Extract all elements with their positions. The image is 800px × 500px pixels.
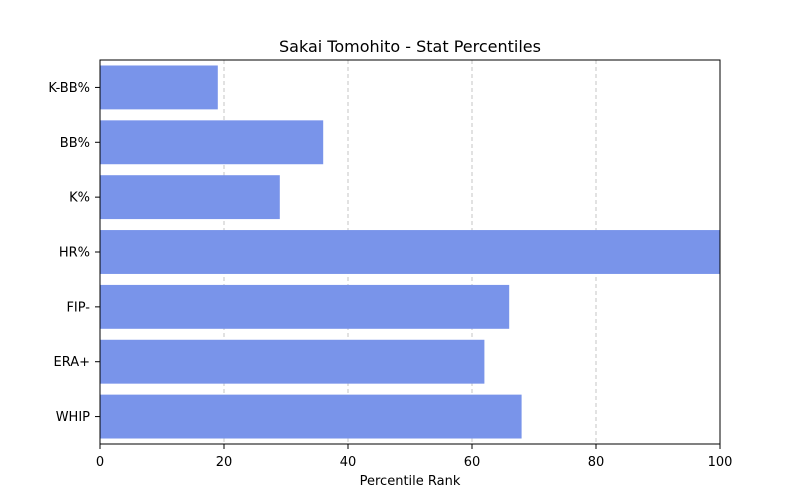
bar-k — [100, 175, 280, 220]
x-tick-label: 0 — [96, 455, 104, 470]
x-tick-label: 60 — [464, 455, 481, 470]
x-axis-ticks: 0 20 40 60 80 100 — [96, 444, 733, 470]
y-tick-label: WHIP — [56, 410, 90, 425]
y-tick-label: BB% — [60, 136, 90, 151]
bars — [100, 65, 720, 439]
bar-era — [100, 339, 485, 384]
x-axis-label: Percentile Rank — [360, 474, 461, 489]
x-tick-label: 80 — [588, 455, 605, 470]
y-tick-label: K% — [69, 191, 90, 206]
bar-k-bb — [100, 65, 218, 110]
bar-bb — [100, 120, 324, 165]
x-tick-label: 20 — [216, 455, 233, 470]
y-tick-label: ERA+ — [53, 355, 90, 370]
bar-fip — [100, 284, 510, 329]
y-tick-label: K-BB% — [48, 81, 90, 96]
x-tick-label: 100 — [708, 455, 733, 470]
x-tick-label: 40 — [340, 455, 357, 470]
bar-hr — [100, 230, 720, 274]
chart-title: Sakai Tomohito - Stat Percentiles — [279, 37, 541, 56]
bar-whip — [100, 394, 522, 439]
y-tick-label: FIP- — [66, 300, 90, 315]
y-tick-label: HR% — [59, 246, 90, 261]
y-axis-ticks: K-BB% BB% K% HR% FIP- ERA+ WHIP — [48, 81, 100, 425]
